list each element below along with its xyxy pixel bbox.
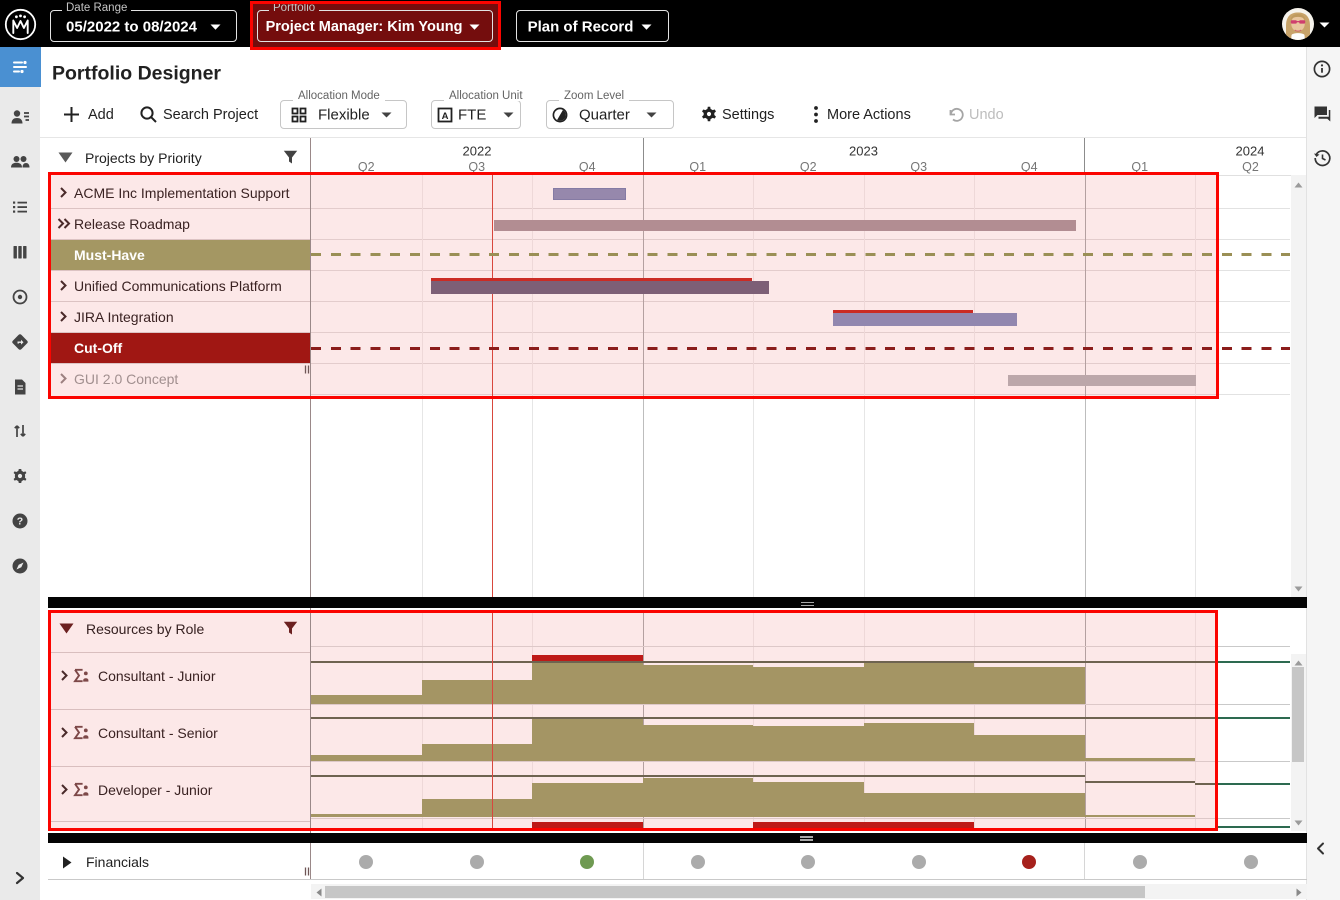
- svg-text:A: A: [442, 111, 449, 122]
- svg-text:?: ?: [17, 516, 23, 528]
